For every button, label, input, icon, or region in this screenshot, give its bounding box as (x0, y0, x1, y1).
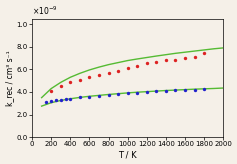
Point (183, 89, 187, 91)
Point (49, 90, 53, 92)
Point (173, 89, 177, 92)
Point (97, 74, 101, 77)
Point (135, 91, 139, 94)
Point (193, 88, 196, 91)
Point (59, 84, 63, 87)
Point (116, 93, 120, 95)
Point (154, 90, 158, 93)
Point (59, 98, 63, 101)
Point (135, 64, 139, 67)
Point (154, 61, 158, 63)
Y-axis label: k_rec / cm³ s⁻¹: k_rec / cm³ s⁻¹ (5, 50, 14, 106)
Point (45, 101, 48, 103)
Text: $\times10^{-9}$: $\times10^{-9}$ (32, 5, 58, 17)
Point (78, 78, 82, 81)
Point (202, 52, 206, 54)
Point (87, 76, 91, 79)
Point (116, 69, 120, 72)
Point (164, 90, 168, 92)
Point (49, 100, 53, 102)
Point (68, 81, 72, 84)
Point (64, 98, 67, 100)
Point (164, 59, 168, 62)
X-axis label: T / K: T / K (118, 150, 137, 159)
Point (183, 56, 187, 59)
Point (97, 94, 101, 97)
Point (107, 93, 110, 96)
Point (145, 91, 149, 93)
Point (193, 56, 196, 58)
Point (126, 67, 130, 70)
Point (173, 58, 177, 61)
Point (68, 97, 72, 100)
Point (202, 88, 206, 90)
Point (145, 62, 149, 64)
Point (87, 95, 91, 98)
Point (78, 96, 82, 99)
Point (107, 72, 110, 75)
Point (126, 92, 130, 95)
Point (54, 99, 58, 102)
